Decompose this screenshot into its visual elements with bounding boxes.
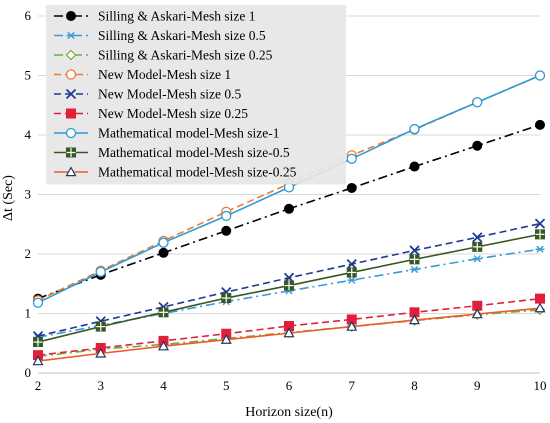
x-tick-label: 5: [223, 378, 230, 393]
data-point-marker: [472, 232, 483, 243]
y-tick-label: 0: [25, 365, 32, 380]
data-point-marker: [95, 266, 106, 278]
data-point-marker: [534, 302, 546, 313]
data-point-marker: [33, 337, 43, 348]
legend-label: Silling & Askari-Mesh size 0.5: [98, 28, 266, 43]
legend-item: Mathematical model-Mesh size-0.25: [54, 165, 297, 180]
data-point-marker: [66, 11, 76, 21]
series-8: [33, 229, 545, 348]
data-point-marker: [158, 247, 169, 258]
data-point-marker: [221, 293, 232, 304]
y-tick-label: 3: [25, 187, 32, 202]
data-point-marker: [66, 31, 76, 40]
data-point-marker: [410, 265, 419, 274]
series-line: [37, 297, 541, 356]
data-point-marker: [283, 327, 295, 338]
legend-label: New Model-Mesh size 1: [98, 67, 231, 82]
data-point-marker: [346, 320, 358, 331]
data-point-marker: [221, 225, 232, 236]
x-tick-label: 10: [534, 378, 547, 393]
data-point-marker: [471, 308, 483, 319]
data-point-marker: [32, 297, 44, 308]
data-point-marker: [158, 307, 169, 318]
y-tick-label: 2: [25, 246, 32, 261]
x-tick-label: 9: [474, 378, 481, 393]
data-point-marker: [535, 245, 545, 253]
series-7: [32, 70, 546, 308]
legend: Silling & Askari-Mesh size 1 Silling & As…: [46, 5, 346, 185]
data-point-marker: [65, 166, 77, 177]
legend-item: New Model-Mesh size 1: [54, 67, 231, 82]
y-tick-label: 5: [25, 68, 32, 83]
legend-label: New Model-Mesh size 0.5: [98, 87, 241, 102]
data-point-marker: [534, 70, 546, 81]
x-tick-label: 3: [98, 378, 105, 393]
data-point-marker: [472, 140, 483, 151]
legend-label: Mathematical model-Mesh size-0.5: [98, 145, 290, 160]
data-point-marker: [472, 255, 482, 263]
data-point-marker: [472, 241, 483, 252]
data-point-marker: [66, 147, 76, 158]
data-point-marker: [472, 97, 483, 108]
data-point-marker: [65, 69, 77, 80]
data-point-marker: [535, 229, 545, 240]
data-point-marker: [66, 108, 76, 119]
x-tick-label: 4: [160, 378, 167, 393]
data-point-marker: [220, 333, 232, 344]
data-point-marker: [409, 123, 420, 135]
legend-item: Silling & Askari-Mesh size 1: [54, 9, 256, 24]
series-layer: [32, 70, 546, 366]
y-axis-ticks: 0 1 2 3 4 5 6: [25, 8, 32, 380]
x-tick-label: 8: [411, 378, 418, 393]
data-point-marker: [535, 119, 545, 130]
y-axis-label: Δt (Sec): [1, 175, 16, 221]
y-tick-label: 4: [25, 127, 32, 142]
x-axis-ticks: 2 3 4 5 6 7 8 9 10: [35, 378, 547, 393]
data-point-marker: [65, 49, 77, 61]
data-point-marker: [535, 293, 545, 304]
legend-label: Silling & Askari-Mesh size 1: [98, 9, 256, 24]
data-point-marker: [32, 355, 44, 366]
data-point-marker: [346, 258, 357, 270]
legend-label: New Model-Mesh size 0.25: [98, 106, 248, 121]
data-point-marker: [408, 314, 421, 325]
legend-label: Silling & Askari-Mesh size 0.25: [98, 48, 273, 63]
legend-label: Mathematical model-Mesh size-0.25: [98, 165, 297, 180]
data-point-marker: [409, 245, 420, 256]
data-point-marker: [284, 280, 294, 291]
x-tick-label: 2: [35, 378, 42, 393]
data-point-marker: [346, 182, 357, 193]
data-point-marker: [95, 321, 106, 332]
data-point-marker: [158, 237, 169, 248]
legend-item: Silling & Askari-Mesh size 0.5: [54, 28, 266, 43]
data-point-marker: [157, 340, 170, 351]
data-point-marker: [221, 210, 232, 222]
x-tick-label: 7: [349, 378, 356, 393]
legend-item: Mathematical model-Mesh size-1: [54, 126, 279, 141]
x-axis-label: Horizon size(n): [245, 405, 333, 420]
legend-item: Mathematical model-Mesh size-0.5: [54, 145, 290, 160]
series-1: [33, 119, 545, 304]
data-point-marker: [409, 254, 420, 265]
data-point-marker: [346, 153, 357, 164]
legend-item: New Model-Mesh size 0.25: [54, 106, 248, 121]
legend-box: [46, 5, 346, 185]
y-tick-label: 1: [25, 306, 32, 321]
data-point-marker: [346, 267, 357, 278]
data-point-marker: [409, 161, 420, 172]
legend-item: Silling & Askari-Mesh size 0.25: [54, 48, 273, 63]
data-point-marker: [65, 88, 77, 100]
x-tick-label: 6: [286, 378, 293, 393]
series-9: [32, 302, 546, 366]
data-point-marker: [284, 203, 294, 214]
data-point-marker: [347, 276, 357, 284]
data-point-marker: [65, 127, 77, 139]
y-tick-label: 6: [25, 8, 32, 23]
legend-label: Mathematical model-Mesh size-1: [98, 126, 279, 141]
data-point-marker: [95, 347, 107, 358]
data-point-marker: [534, 218, 546, 229]
legend-item: New Model-Mesh size 0.5: [54, 87, 241, 102]
